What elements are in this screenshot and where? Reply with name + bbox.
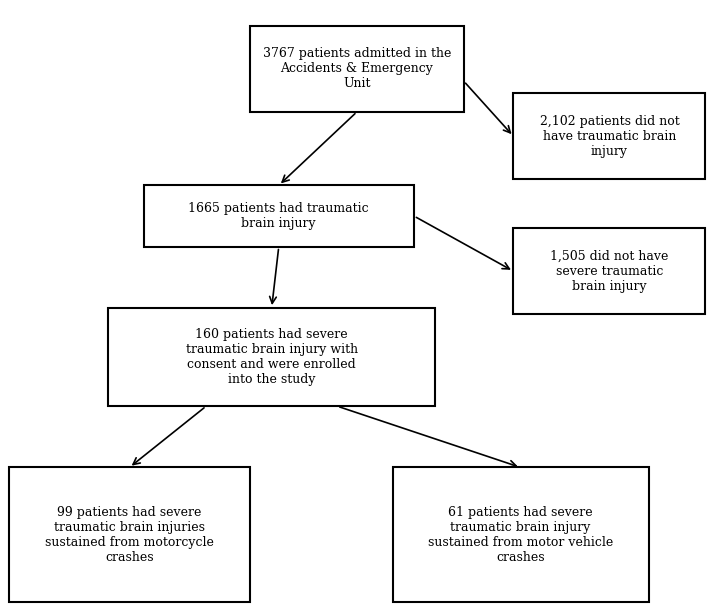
FancyBboxPatch shape [9,468,251,602]
FancyBboxPatch shape [513,94,705,179]
Text: 2,102 patients did not
have traumatic brain
injury: 2,102 patients did not have traumatic br… [540,115,679,158]
FancyBboxPatch shape [251,26,463,111]
FancyBboxPatch shape [513,229,705,314]
Text: 61 patients had severe
traumatic brain injury
sustained from motor vehicle
crash: 61 patients had severe traumatic brain i… [428,506,613,564]
FancyBboxPatch shape [144,185,414,246]
Text: 1,505 did not have
severe traumatic
brain injury: 1,505 did not have severe traumatic brai… [550,249,669,293]
Text: 3767 patients admitted in the
Accidents & Emergency
Unit: 3767 patients admitted in the Accidents … [263,47,451,91]
Text: 160 patients had severe
traumatic brain injury with
consent and were enrolled
in: 160 patients had severe traumatic brain … [186,328,358,386]
FancyBboxPatch shape [108,308,436,406]
FancyBboxPatch shape [393,468,648,602]
Text: 99 patients had severe
traumatic brain injuries
sustained from motorcycle
crashe: 99 patients had severe traumatic brain i… [45,506,214,564]
Text: 1665 patients had traumatic
brain injury: 1665 patients had traumatic brain injury [188,202,369,230]
